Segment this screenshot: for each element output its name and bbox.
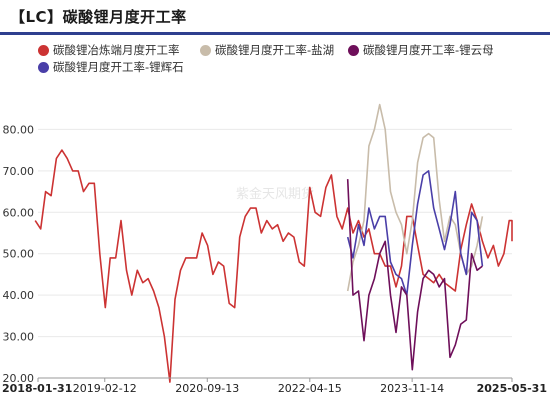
legend-marker-salt-lake bbox=[200, 44, 211, 56]
y-tick-label-6: 80.00 bbox=[3, 123, 35, 136]
y-tick-label-1: 30.00 bbox=[3, 331, 35, 344]
series-line-0 bbox=[34, 149, 513, 383]
y-tick-label-5: 70.00 bbox=[3, 165, 35, 178]
series-line-3 bbox=[346, 170, 484, 296]
title-divider bbox=[0, 32, 550, 35]
legend-item-salt-lake[interactable]: 碳酸锂月度开工率-盐湖 bbox=[200, 42, 334, 58]
x-tick-label-2: 2020-09-13 bbox=[175, 382, 239, 395]
legend-label-smelter: 碳酸锂冶炼端月度开工率 bbox=[53, 43, 180, 57]
legend-label-spodumene: 碳酸锂月度开工率-锂辉石 bbox=[53, 60, 184, 74]
series-line-2 bbox=[346, 179, 483, 371]
x-tick-label-4: 2023-11-14 bbox=[380, 382, 444, 395]
legend-label-lepidolite: 碳酸锂月度开工率-锂云母 bbox=[363, 43, 494, 57]
legend-item-smelter[interactable]: 碳酸锂冶炼端月度开工率 bbox=[38, 42, 180, 58]
x-tick-label-3: 2022-04-15 bbox=[278, 382, 342, 395]
x-tick-label-5: 2025-05-31 bbox=[477, 382, 547, 395]
x-tick-label-1: 2019-02-12 bbox=[73, 382, 137, 395]
y-tick-label-2: 40.00 bbox=[3, 289, 35, 302]
watermark: 紫金天风期货 bbox=[236, 186, 314, 202]
legend-item-lepidolite[interactable]: 碳酸锂月度开工率-锂云母 bbox=[348, 42, 494, 58]
x-tick-label-0: 2018-01-31 bbox=[2, 382, 72, 395]
legend-marker-lepidolite bbox=[348, 44, 359, 56]
legend-marker-smelter bbox=[38, 44, 49, 56]
legend-label-salt-lake: 碳酸锂月度开工率-盐湖 bbox=[215, 43, 335, 57]
y-tick-label-3: 50.00 bbox=[3, 248, 35, 261]
y-tick-label-0: 20.00 bbox=[3, 372, 35, 385]
legend-marker-spodumene bbox=[38, 61, 49, 73]
y-tick-label-4: 60.00 bbox=[3, 206, 35, 219]
chart-title: 【LC】碳酸锂月度开工率 bbox=[10, 8, 187, 26]
series-line-1 bbox=[346, 103, 484, 292]
legend-item-spodumene[interactable]: 碳酸锂月度开工率-锂辉石 bbox=[38, 59, 184, 75]
